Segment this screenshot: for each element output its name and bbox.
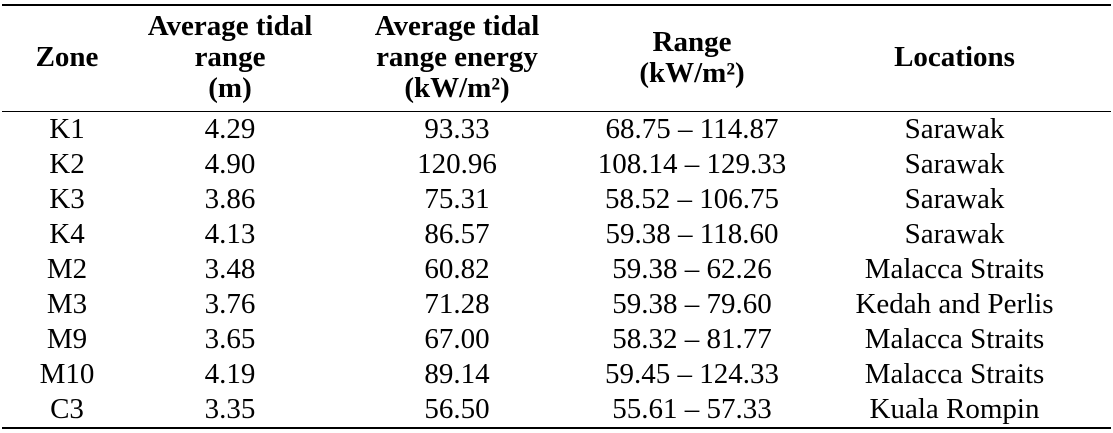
table-row: K3 3.86 75.31 58.52 – 106.75 Sarawak (2, 182, 1111, 217)
cell-avg-tidal-range-energy: 89.14 (424, 358, 490, 390)
cell-avg-tidal-range: 4.13 (204, 218, 256, 250)
column-header-average-tidal-range-energy: Average tidal range energy (kW/m²) (328, 5, 586, 112)
cell-range: 68.75 – 114.87 (605, 113, 779, 145)
cell-avg-tidal-range: 3.48 (204, 253, 256, 285)
cell-locations: Sarawak (904, 218, 1005, 250)
table-row: C3 3.35 56.50 55.61 – 57.33 Kuala Rompin (2, 392, 1111, 428)
table-header: Zone Average tidal range (m) Average tid… (2, 5, 1111, 112)
table-row: M9 3.65 67.00 58.32 – 81.77 Malacca Stra… (2, 322, 1111, 357)
cell-avg-tidal-range-energy: 120.96 (417, 148, 497, 180)
cell-avg-tidal-range-energy: 86.57 (424, 218, 490, 250)
cell-avg-tidal-range: 3.35 (204, 393, 256, 425)
cell-avg-tidal-range: 3.65 (204, 323, 256, 355)
cell-range: 59.38 – 79.60 (612, 288, 772, 320)
table-row: M2 3.48 60.82 59.38 – 62.26 Malacca Stra… (2, 252, 1111, 287)
cell-avg-tidal-range: 3.76 (204, 288, 256, 320)
cell-zone: C3 (50, 393, 84, 425)
cell-zone: M10 (39, 358, 95, 390)
cell-range: 55.61 – 57.33 (612, 393, 772, 425)
cell-range: 58.52 – 106.75 (605, 183, 779, 215)
cell-avg-tidal-range-energy: 71.28 (424, 288, 490, 320)
cell-avg-tidal-range: 4.90 (204, 148, 256, 180)
cell-locations: Kedah and Perlis (855, 288, 1054, 320)
tidal-energy-zones-table: Zone Average tidal range (m) Average tid… (2, 4, 1111, 429)
cell-range: 58.32 – 81.77 (612, 323, 772, 355)
cell-locations: Malacca Straits (864, 358, 1045, 390)
cell-avg-tidal-range-energy: 67.00 (424, 323, 490, 355)
table-body: K1 4.29 93.33 68.75 – 114.87 Sarawak K2 … (2, 112, 1111, 429)
cell-range: 59.38 – 118.60 (605, 218, 779, 250)
cell-range: 59.38 – 62.26 (612, 253, 772, 285)
cell-zone: K4 (49, 218, 85, 250)
cell-locations: Sarawak (904, 113, 1005, 145)
column-header-locations: Locations (798, 5, 1111, 112)
cell-locations: Kuala Rompin (869, 393, 1040, 425)
cell-avg-tidal-range-energy: 75.31 (424, 183, 490, 215)
cell-avg-tidal-range-energy: 56.50 (424, 393, 490, 425)
cell-locations: Sarawak (904, 183, 1005, 215)
cell-avg-tidal-range: 3.86 (204, 183, 256, 215)
cell-locations: Malacca Straits (864, 253, 1045, 285)
cell-zone: K3 (49, 183, 85, 215)
cell-avg-tidal-range-energy: 60.82 (424, 253, 490, 285)
table-row: M3 3.76 71.28 59.38 – 79.60 Kedah and Pe… (2, 287, 1111, 322)
cell-range: 59.45 – 124.33 (605, 358, 779, 390)
cell-range: 108.14 – 129.33 (597, 148, 787, 180)
column-header-zone: Zone (2, 5, 132, 112)
column-header-average-tidal-range: Average tidal range (m) (132, 5, 328, 112)
cell-zone: M3 (46, 288, 88, 320)
cell-zone: K1 (49, 113, 85, 145)
cell-zone: K2 (49, 148, 85, 180)
cell-avg-tidal-range: 4.19 (204, 358, 256, 390)
cell-zone: M9 (46, 323, 88, 355)
table-row: K1 4.29 93.33 68.75 – 114.87 Sarawak (2, 112, 1111, 148)
cell-locations: Sarawak (904, 148, 1005, 180)
cell-avg-tidal-range: 4.29 (204, 113, 256, 145)
table-row: K4 4.13 86.57 59.38 – 118.60 Sarawak (2, 217, 1111, 252)
cell-zone: M2 (46, 253, 88, 285)
table-row: M10 4.19 89.14 59.45 – 124.33 Malacca St… (2, 357, 1111, 392)
cell-avg-tidal-range-energy: 93.33 (424, 113, 490, 145)
cell-locations: Malacca Straits (864, 323, 1045, 355)
header-row: Zone Average tidal range (m) Average tid… (2, 5, 1111, 112)
table-row: K2 4.90 120.96 108.14 – 129.33 Sarawak (2, 147, 1111, 182)
column-header-range: Range (kW/m²) (586, 5, 798, 112)
